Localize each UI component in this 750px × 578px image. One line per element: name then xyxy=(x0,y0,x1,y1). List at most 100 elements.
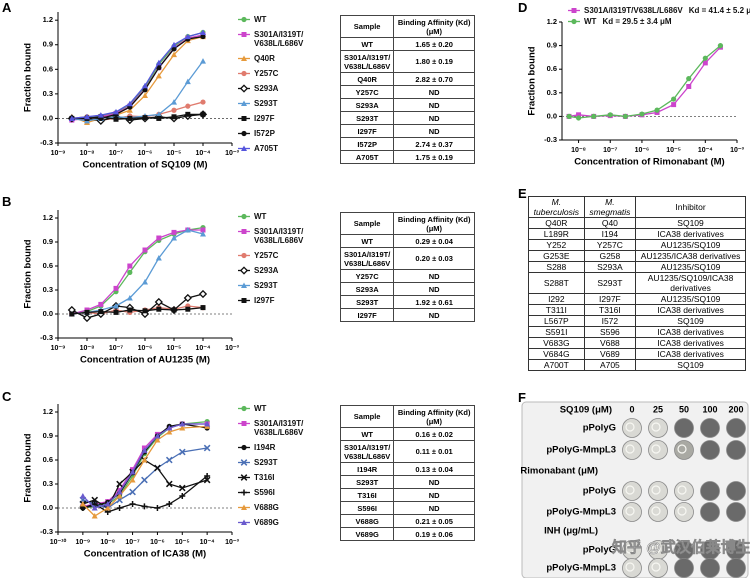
table-cell: AU1235/SQ109 xyxy=(635,261,746,273)
data-point xyxy=(98,309,104,315)
header-cell: Inhibitor xyxy=(635,196,746,218)
data-point xyxy=(200,305,206,311)
table-cell: I297F xyxy=(339,308,395,322)
colony-spot xyxy=(674,502,694,522)
legend-label: I572P xyxy=(254,129,275,138)
series xyxy=(68,227,206,317)
data-point xyxy=(142,279,148,285)
concentration-label: 25 xyxy=(653,404,663,414)
y-tick-label: 0.3 xyxy=(43,89,53,98)
legend-symbol xyxy=(238,252,250,259)
table-cell: 0.16 ± 0.02 xyxy=(393,427,475,441)
table-cell: AU1235/ICA38 derivatives xyxy=(635,250,746,262)
colony-spot xyxy=(674,558,694,578)
data-point xyxy=(113,285,119,291)
colony-texture xyxy=(625,444,635,454)
table-cell: WT xyxy=(339,234,395,248)
x-tick-label: 10⁻⁴ xyxy=(196,345,211,352)
legend-label: V689G xyxy=(254,518,279,527)
table-row: Y252 Y257C AU1235/SQ109 xyxy=(528,239,746,251)
fit-line xyxy=(568,45,721,119)
data-point xyxy=(68,115,75,121)
series xyxy=(69,227,206,317)
y-tick-label: 0.3 xyxy=(43,479,53,488)
affinity-table: Sample Binding Affinity (Kd) (μM) WT 1.65 ±… xyxy=(339,15,475,164)
colony-spot xyxy=(700,558,720,578)
table-row: V689G 0.19 ± 0.06 xyxy=(339,527,475,541)
legend-entry: Y257C xyxy=(254,251,278,260)
colony-texture xyxy=(651,485,661,495)
table-cell: V688G xyxy=(339,514,395,528)
strain-label: pPolyG-MmpL3 xyxy=(546,507,616,518)
legend-label: V688G xyxy=(254,503,279,512)
y-tick-label: 0.3 xyxy=(547,88,557,97)
legend-entry: S293T xyxy=(254,99,278,108)
series xyxy=(69,33,206,122)
legend-label: S596I xyxy=(254,488,275,497)
legend-marker xyxy=(241,252,247,259)
table-cell: S288T xyxy=(528,272,585,294)
x-tick-label: 10⁻⁷ xyxy=(125,539,139,546)
table-row: WT 0.29 ± 0.04 xyxy=(339,234,475,248)
data-point xyxy=(142,308,148,314)
x-tick-label: 10⁻⁸ xyxy=(80,150,95,157)
legend-symbol xyxy=(238,70,250,77)
table-cell: A700T xyxy=(528,359,585,371)
data-point xyxy=(671,102,677,108)
data-point xyxy=(591,113,597,119)
strain-label: pPolyG xyxy=(583,423,616,434)
data-point xyxy=(179,421,186,427)
legend-label: S293T xyxy=(254,281,278,290)
y-tick-label: 0.0 xyxy=(43,309,53,318)
data-point xyxy=(171,107,177,113)
data-point xyxy=(671,96,677,102)
legend-marker xyxy=(241,489,247,496)
colony-spot xyxy=(726,418,746,438)
table-cell: Q40R xyxy=(339,72,395,86)
legend-marker xyxy=(241,145,247,151)
data-point xyxy=(185,111,191,117)
colony-spot xyxy=(674,440,694,460)
data-point xyxy=(142,247,148,253)
legend-label: WT xyxy=(584,17,597,26)
data-point xyxy=(156,115,162,121)
data-point xyxy=(156,65,162,71)
table-cell: ND xyxy=(393,501,475,515)
table-cell: 0.11 ± 0.01 xyxy=(393,440,475,463)
table-cell: S293T xyxy=(583,272,637,294)
data-point xyxy=(104,501,111,507)
data-point xyxy=(129,501,136,507)
table-cell: ICA38 derivatives xyxy=(635,326,746,338)
legend-marker xyxy=(571,18,577,25)
fit-line xyxy=(82,475,208,513)
data-point xyxy=(127,263,133,269)
legend-symbol xyxy=(238,213,250,220)
table-cell: 1.75 ± 0.19 xyxy=(393,150,475,164)
y-tick-label: 0.0 xyxy=(43,113,53,122)
x-tick-label: 10⁻³ xyxy=(225,150,239,157)
table-header: Sample Binding Affinity (Kd) (μM) xyxy=(339,212,475,235)
table-row: A700T A705 SQ109 xyxy=(528,359,746,371)
data-point xyxy=(116,480,123,488)
data-point xyxy=(156,235,162,241)
x-tick-label: 10⁻⁷ xyxy=(603,147,617,154)
y-tick-label: -0.3 xyxy=(40,138,53,147)
table-row: Y257C ND xyxy=(339,85,475,99)
table-cell: SQ109 xyxy=(635,217,746,229)
data-point xyxy=(178,484,186,492)
colony-spot xyxy=(622,558,642,578)
legend-label: T316I xyxy=(254,473,275,482)
table-header: Sample Binding Affinity (Kd) (μM) xyxy=(339,405,475,428)
table-cell: WT xyxy=(339,37,395,51)
data-point xyxy=(200,227,206,233)
table-cell: ND xyxy=(393,282,475,296)
legend-label: I194R xyxy=(254,443,276,452)
series xyxy=(79,423,211,519)
legend-entry: S301A/I319T/ V638L/L686V xyxy=(254,227,303,245)
table-cell: I572 xyxy=(583,315,637,327)
data-point xyxy=(155,255,162,261)
y-tick-label: 0.9 xyxy=(43,237,53,246)
table-cell: AU1235/SQ109/ICA38 derivatives xyxy=(635,272,746,294)
legend-label: WT xyxy=(254,212,267,221)
panel-label: F xyxy=(518,390,526,405)
